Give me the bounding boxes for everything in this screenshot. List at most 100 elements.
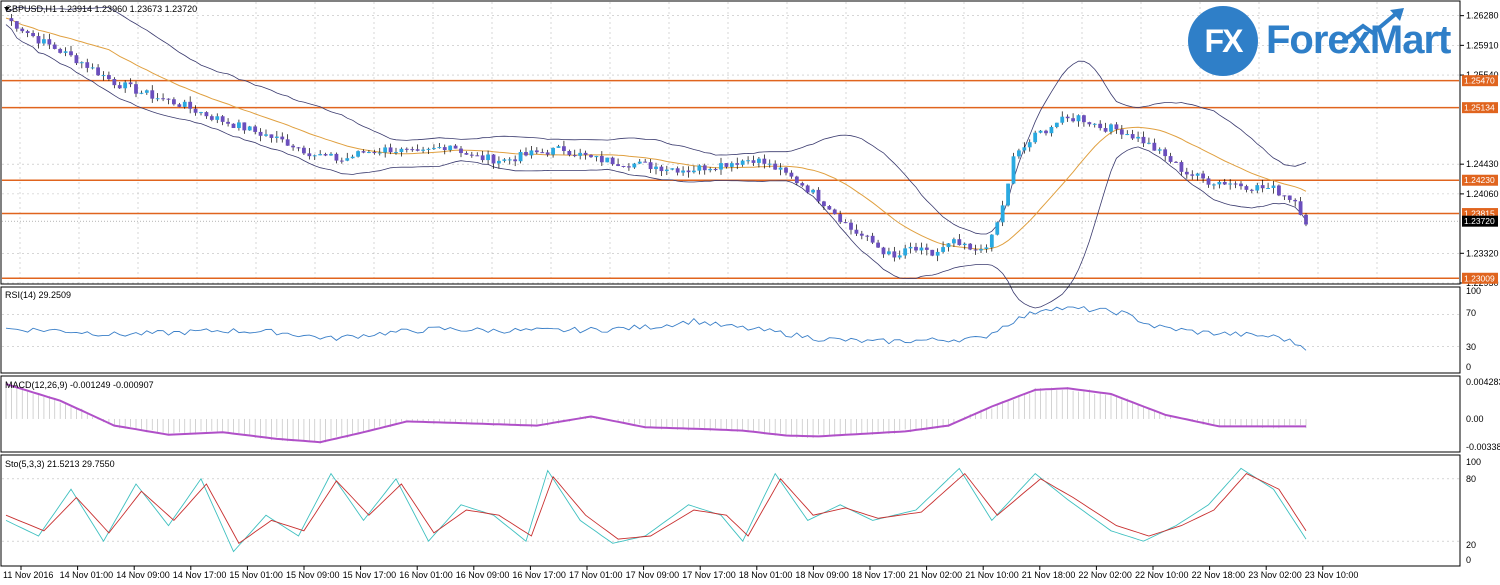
candle-body[interactable] — [1119, 129, 1124, 135]
candle-body[interactable] — [394, 152, 398, 154]
candle-body[interactable] — [1212, 184, 1216, 186]
candle-body[interactable] — [334, 153, 339, 161]
candle-body[interactable] — [128, 82, 133, 85]
candle-body[interactable] — [79, 62, 84, 64]
candle-body[interactable] — [1282, 195, 1287, 197]
candle-body[interactable] — [166, 98, 171, 100]
candle-body[interactable] — [480, 155, 485, 161]
candle-body[interactable] — [237, 122, 241, 129]
candle-body[interactable] — [664, 169, 669, 172]
candle-body[interactable] — [1249, 189, 1254, 191]
candle-body[interactable] — [58, 48, 63, 53]
candle-body[interactable] — [226, 121, 230, 124]
candle-body[interactable] — [258, 131, 263, 136]
candle-body[interactable] — [74, 55, 79, 64]
candle-body[interactable] — [415, 149, 420, 151]
candle-body[interactable] — [1076, 115, 1081, 122]
candle-body[interactable] — [139, 92, 144, 94]
candle-body[interactable] — [269, 134, 274, 138]
candle-body[interactable] — [773, 163, 778, 170]
candle-body[interactable] — [464, 153, 469, 155]
candle-body[interactable] — [52, 44, 57, 49]
candle-body[interactable] — [486, 154, 490, 161]
candle-body[interactable] — [578, 152, 583, 156]
candle-body[interactable] — [1163, 149, 1168, 157]
candle-body[interactable] — [312, 155, 317, 157]
candle-body[interactable] — [36, 36, 41, 44]
candle-body[interactable] — [1244, 186, 1249, 190]
candle-body[interactable] — [182, 101, 187, 107]
candle-body[interactable] — [442, 147, 447, 151]
candle-body[interactable] — [767, 163, 772, 165]
candle-body[interactable] — [924, 247, 929, 250]
candle-body[interactable] — [870, 235, 875, 243]
candle-body[interactable] — [1201, 173, 1205, 179]
candle-body[interactable] — [887, 251, 891, 255]
main-price-panel[interactable]: GBPUSD,H1 1.23914 1.23960 1.23673 1.2372… — [0, 0, 1461, 309]
candle-body[interactable] — [302, 147, 306, 154]
candle-body[interactable] — [404, 148, 409, 150]
macd-panel[interactable]: MACD(12,26,9) -0.001249 -0.000907 — [0, 375, 1461, 453]
candle-body[interactable] — [161, 98, 165, 100]
candle-body[interactable] — [220, 116, 225, 122]
candle-body[interactable] — [1233, 183, 1238, 185]
candle-body[interactable] — [914, 246, 918, 251]
candle-body[interactable] — [1152, 142, 1157, 151]
candle-body[interactable] — [897, 255, 902, 258]
candle-body[interactable] — [989, 234, 994, 248]
candle-body[interactable] — [410, 149, 415, 151]
candle-body[interactable] — [930, 249, 935, 256]
candle-body[interactable] — [1103, 128, 1108, 132]
candle-body[interactable] — [1006, 183, 1010, 206]
candle-body[interactable] — [540, 152, 545, 154]
candle-body[interactable] — [637, 161, 642, 164]
candle-body[interactable] — [724, 163, 729, 167]
candle-body[interactable] — [323, 154, 328, 156]
candle-body[interactable] — [654, 166, 658, 170]
candle-body[interactable] — [475, 155, 480, 157]
candle-body[interactable] — [1033, 132, 1038, 143]
candle-body[interactable] — [421, 149, 425, 151]
candle-body[interactable] — [838, 214, 843, 223]
candle-body[interactable] — [172, 99, 176, 105]
candle-body[interactable] — [209, 116, 214, 120]
candle-body[interactable] — [144, 90, 149, 93]
candle-body[interactable] — [973, 249, 978, 251]
candle-body[interactable] — [383, 147, 388, 153]
candle-body[interactable] — [1017, 150, 1021, 157]
candle-body[interactable] — [594, 155, 599, 158]
candle-body[interactable] — [1298, 201, 1303, 215]
candle-body[interactable] — [708, 169, 713, 171]
candle-body[interactable] — [822, 201, 826, 207]
candle-body[interactable] — [984, 247, 989, 250]
candle-body[interactable] — [280, 136, 285, 140]
candle-body[interactable] — [518, 151, 523, 162]
candle-body[interactable] — [1065, 116, 1070, 119]
candle-body[interactable] — [627, 166, 631, 168]
candle-body[interactable] — [1087, 122, 1092, 125]
candle-body[interactable] — [318, 154, 323, 156]
candle-body[interactable] — [90, 67, 95, 69]
candle-body[interactable] — [215, 116, 220, 120]
candle-body[interactable] — [1049, 126, 1054, 134]
candle-body[interactable] — [816, 189, 821, 202]
candle-body[interactable] — [605, 157, 610, 163]
candle-body[interactable] — [150, 90, 155, 99]
candle-body[interactable] — [551, 147, 555, 155]
candle-body[interactable] — [264, 134, 268, 136]
candle-body[interactable] — [800, 183, 805, 186]
candle-body[interactable] — [659, 166, 664, 172]
candle-body[interactable] — [101, 75, 106, 77]
candle-body[interactable] — [193, 108, 198, 113]
candle-body[interactable] — [903, 248, 908, 256]
candle-body[interactable] — [794, 176, 799, 184]
candle-body[interactable] — [751, 160, 756, 163]
candle-body[interactable] — [1239, 183, 1243, 187]
candle-body[interactable] — [1195, 173, 1200, 176]
candle-body[interactable] — [96, 67, 100, 76]
candle-body[interactable] — [1060, 116, 1065, 123]
candle-body[interactable] — [188, 101, 193, 109]
candle-body[interactable] — [507, 159, 512, 161]
candle-body[interactable] — [388, 147, 393, 153]
candle-body[interactable] — [469, 154, 474, 156]
